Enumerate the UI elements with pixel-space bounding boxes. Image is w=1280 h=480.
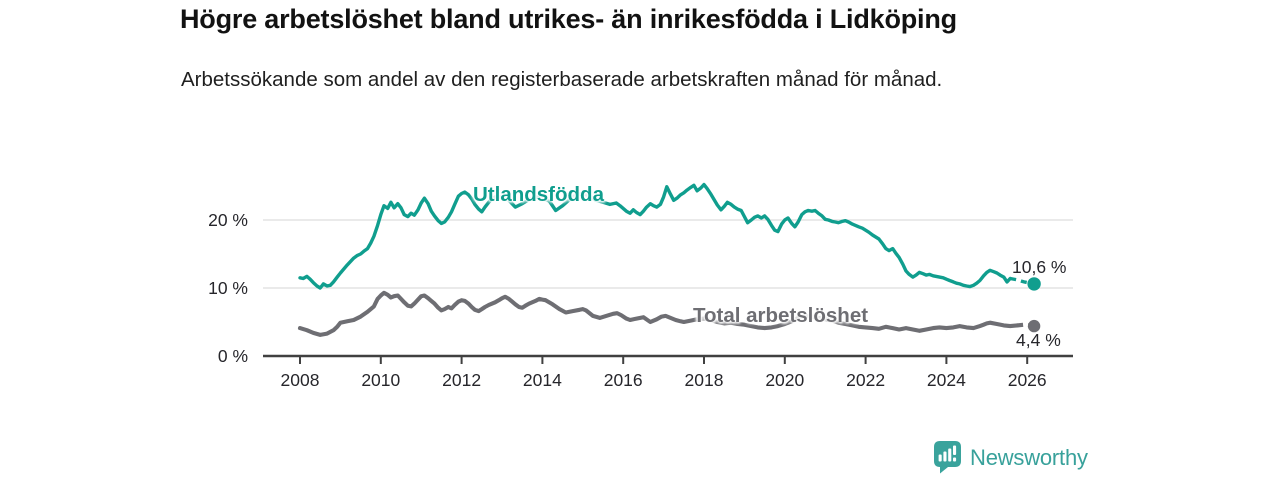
series-end-dot-0 [1027, 277, 1041, 291]
chart-subtitle: Arbetssökande som andel av den registerb… [181, 68, 943, 91]
y-tick-label: 10 % [208, 278, 248, 298]
end-value-label-total: 4,4 % [1016, 330, 1061, 350]
x-tick-label: 2020 [765, 370, 804, 390]
x-tick-label: 2018 [685, 370, 724, 390]
x-tick-label: 2012 [442, 370, 481, 390]
newsworthy-icon [934, 441, 961, 474]
series-line-1 [297, 290, 1020, 337]
series-end-dot-1 [1027, 319, 1041, 333]
chart-title: Högre arbetslöshet bland utrikes- än inr… [180, 4, 957, 34]
series-label-utlandsfodda: Utlandsfödda [473, 183, 604, 206]
x-tick-label: 2026 [1008, 370, 1047, 390]
x-tick-label: 2022 [846, 370, 885, 390]
series-label-total-arbetsloshet: Total arbetslöshet [693, 304, 869, 327]
x-tick-label: 2016 [604, 370, 643, 390]
x-tick-label: 2008 [281, 370, 320, 390]
y-tick-label: 20 % [208, 210, 248, 230]
x-tick-label: 2024 [927, 370, 966, 390]
y-tick-label: 0 % [218, 346, 248, 366]
x-tick-label: 2010 [361, 370, 400, 390]
end-value-label-utlandsfodda: 10,6 % [1012, 257, 1067, 277]
x-tick-label: 2014 [523, 370, 562, 390]
brand-name: Newsworthy [970, 444, 1088, 470]
newsworthy-logo[interactable]: Newsworthy [934, 441, 1088, 474]
series-line-0 [298, 182, 1012, 290]
series-line-dashed-0 [1009, 276, 1035, 286]
